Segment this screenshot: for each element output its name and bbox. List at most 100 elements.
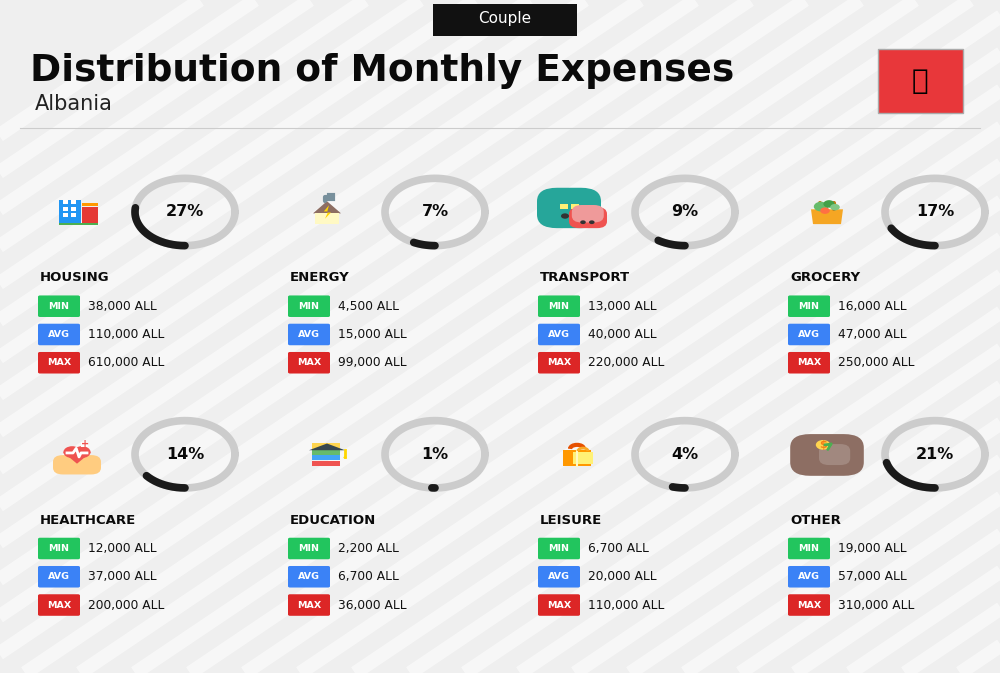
FancyBboxPatch shape — [63, 213, 68, 217]
Circle shape — [823, 200, 835, 208]
FancyBboxPatch shape — [538, 324, 580, 345]
FancyBboxPatch shape — [788, 324, 830, 345]
Text: 40,000 ALL: 40,000 ALL — [588, 328, 657, 341]
FancyBboxPatch shape — [538, 594, 580, 616]
Polygon shape — [309, 444, 345, 450]
Circle shape — [573, 213, 581, 219]
Text: MIN: MIN — [548, 544, 570, 553]
Text: AVG: AVG — [798, 330, 820, 339]
FancyBboxPatch shape — [788, 566, 830, 588]
FancyBboxPatch shape — [288, 295, 330, 317]
FancyBboxPatch shape — [82, 207, 98, 224]
Text: 4,500 ALL: 4,500 ALL — [338, 299, 399, 313]
FancyBboxPatch shape — [71, 213, 76, 217]
Circle shape — [580, 220, 586, 224]
Circle shape — [343, 456, 347, 458]
Text: MIN: MIN — [548, 302, 570, 311]
Polygon shape — [313, 201, 341, 213]
Text: 7%: 7% — [421, 205, 449, 219]
FancyBboxPatch shape — [288, 566, 330, 588]
FancyBboxPatch shape — [59, 223, 98, 225]
Text: 610,000 ALL: 610,000 ALL — [88, 356, 164, 369]
Text: 110,000 ALL: 110,000 ALL — [588, 598, 664, 612]
Text: 110,000 ALL: 110,000 ALL — [88, 328, 164, 341]
FancyBboxPatch shape — [573, 452, 593, 464]
FancyBboxPatch shape — [788, 295, 830, 317]
Text: TRANSPORT: TRANSPORT — [540, 271, 630, 285]
FancyBboxPatch shape — [81, 442, 88, 447]
Text: 12,000 ALL: 12,000 ALL — [88, 542, 157, 555]
Text: 99,000 ALL: 99,000 ALL — [338, 356, 407, 369]
FancyBboxPatch shape — [563, 450, 591, 466]
Text: Distribution of Monthly Expenses: Distribution of Monthly Expenses — [30, 52, 734, 89]
Text: 1%: 1% — [421, 447, 449, 462]
Circle shape — [63, 446, 81, 458]
FancyBboxPatch shape — [38, 352, 80, 374]
Polygon shape — [811, 209, 843, 224]
Circle shape — [820, 207, 830, 214]
FancyBboxPatch shape — [38, 566, 80, 588]
Text: 200,000 ALL: 200,000 ALL — [88, 598, 164, 612]
Text: MAX: MAX — [547, 358, 571, 367]
FancyBboxPatch shape — [538, 538, 580, 559]
Text: MAX: MAX — [47, 358, 71, 367]
FancyBboxPatch shape — [63, 200, 68, 204]
Circle shape — [73, 446, 91, 458]
Circle shape — [561, 213, 569, 219]
Text: 19,000 ALL: 19,000 ALL — [838, 542, 907, 555]
Text: Albania: Albania — [35, 94, 113, 114]
Text: 220,000 ALL: 220,000 ALL — [588, 356, 664, 369]
Text: MAX: MAX — [797, 358, 821, 367]
FancyBboxPatch shape — [288, 538, 330, 559]
FancyBboxPatch shape — [538, 566, 580, 588]
FancyBboxPatch shape — [433, 4, 577, 36]
FancyBboxPatch shape — [71, 200, 76, 204]
Text: 250,000 ALL: 250,000 ALL — [838, 356, 915, 369]
Text: MIN: MIN — [48, 544, 70, 553]
FancyBboxPatch shape — [312, 461, 340, 466]
Text: AVG: AVG — [48, 572, 70, 581]
FancyBboxPatch shape — [560, 204, 568, 209]
Text: MIN: MIN — [798, 544, 820, 553]
Text: MIN: MIN — [298, 302, 320, 311]
Text: MAX: MAX — [47, 600, 71, 610]
Text: 4%: 4% — [671, 447, 699, 462]
Circle shape — [830, 204, 840, 211]
FancyBboxPatch shape — [538, 352, 580, 374]
Text: MAX: MAX — [297, 358, 321, 367]
FancyBboxPatch shape — [569, 207, 607, 228]
Text: HEALTHCARE: HEALTHCARE — [40, 513, 136, 527]
FancyBboxPatch shape — [38, 538, 80, 559]
Text: 37,000 ALL: 37,000 ALL — [88, 570, 157, 583]
Polygon shape — [324, 205, 331, 219]
FancyBboxPatch shape — [312, 455, 340, 460]
FancyBboxPatch shape — [788, 352, 830, 374]
FancyBboxPatch shape — [788, 594, 830, 616]
FancyBboxPatch shape — [312, 449, 340, 454]
Text: 38,000 ALL: 38,000 ALL — [88, 299, 157, 313]
FancyBboxPatch shape — [63, 207, 68, 211]
FancyBboxPatch shape — [288, 352, 330, 374]
Circle shape — [814, 202, 828, 211]
FancyBboxPatch shape — [288, 324, 330, 345]
Text: AVG: AVG — [298, 572, 320, 581]
Text: MAX: MAX — [797, 600, 821, 610]
FancyBboxPatch shape — [878, 49, 962, 112]
Text: ENERGY: ENERGY — [290, 271, 350, 285]
Polygon shape — [63, 452, 91, 464]
Text: 13,000 ALL: 13,000 ALL — [588, 299, 657, 313]
FancyBboxPatch shape — [572, 205, 604, 223]
Circle shape — [816, 440, 830, 450]
FancyBboxPatch shape — [315, 213, 339, 224]
Text: 47,000 ALL: 47,000 ALL — [838, 328, 907, 341]
Text: Couple: Couple — [478, 11, 532, 26]
Text: 57,000 ALL: 57,000 ALL — [838, 570, 907, 583]
Text: 36,000 ALL: 36,000 ALL — [338, 598, 407, 612]
Text: 6,700 ALL: 6,700 ALL — [588, 542, 649, 555]
Text: 2,200 ALL: 2,200 ALL — [338, 542, 399, 555]
Text: GROCERY: GROCERY — [790, 271, 860, 285]
Text: AVG: AVG — [548, 330, 570, 339]
FancyBboxPatch shape — [288, 594, 330, 616]
Text: 🦅: 🦅 — [912, 67, 928, 95]
Text: 9%: 9% — [671, 205, 699, 219]
